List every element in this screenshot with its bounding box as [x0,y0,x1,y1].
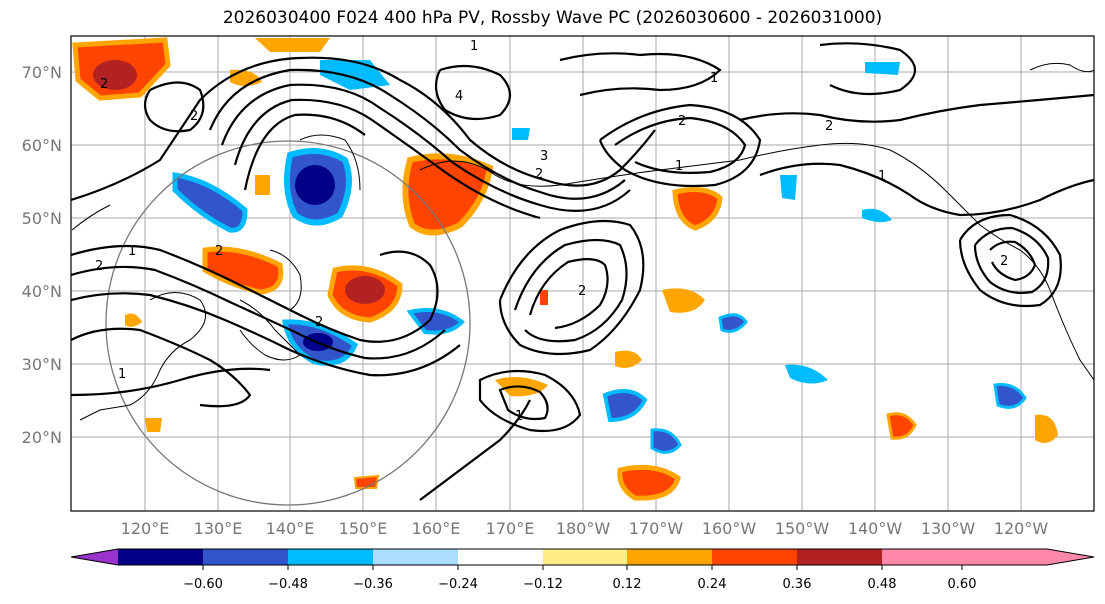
svg-text:2: 2 [190,109,198,124]
colorbar-extend-low [71,549,118,565]
svg-text:70°N: 70°N [22,63,62,82]
svg-text:2: 2 [578,284,586,299]
svg-text:120°W: 120°W [994,519,1049,538]
svg-text:170°W: 170°W [629,519,684,538]
svg-text:60°N: 60°N [22,136,62,155]
colorbar-tick-label: −0.48 [268,577,308,592]
colorbar: −0.60 −0.48 −0.36 −0.24 −0.12 0.12 0.24 … [70,548,1095,592]
colorbar-segment [882,549,962,565]
svg-text:1: 1 [118,367,126,382]
colorbar-tick-label: −0.60 [183,577,223,592]
colorbar-segment [543,549,627,565]
colorbar-extend-high [962,549,1094,565]
coastlines [71,62,1094,421]
svg-text:150°W: 150°W [775,519,830,538]
pv-contours [71,42,1094,501]
svg-text:130°W: 130°W [921,519,976,538]
svg-text:180°W: 180°W [556,519,611,538]
svg-text:2: 2 [535,167,543,182]
svg-text:2: 2 [825,119,833,134]
colorbar-segment [797,549,882,565]
svg-text:4: 4 [455,89,463,104]
svg-text:1: 1 [515,409,523,424]
colorbar-tick-label: 0.60 [948,577,977,592]
pv-anomaly-fills [72,37,1058,501]
latitude-labels: 70°N 60°N 50°N 40°N 30°N 20°N [22,63,62,447]
colorbar-tick-label: 0.48 [868,577,897,592]
svg-text:1: 1 [878,169,886,184]
svg-text:1: 1 [470,39,478,54]
longitude-labels: 120°E 130°E 140°E 150°E 160°E 170°E 180°… [121,519,1049,538]
colorbar-segment [627,549,712,565]
svg-text:40°N: 40°N [22,282,62,301]
svg-text:130°E: 130°E [194,519,243,538]
svg-text:2: 2 [678,114,686,129]
colorbar-tick-label: −0.36 [353,577,393,592]
svg-text:50°N: 50°N [22,209,62,228]
svg-text:140°E: 140°E [266,519,315,538]
svg-text:2: 2 [1000,254,1008,269]
svg-text:3: 3 [540,149,548,164]
reference-circle [105,140,471,506]
svg-text:1: 1 [710,71,718,86]
svg-text:1: 1 [128,244,136,259]
colorbar-tick-label: −0.24 [438,577,478,592]
colorbar-segment [288,549,373,565]
svg-text:20°N: 20°N [22,428,62,447]
colorbar-tick-label: 0.24 [698,577,727,592]
colorbar-tick-label: 0.12 [613,577,642,592]
svg-text:160°W: 160°W [702,519,757,538]
svg-text:2: 2 [215,244,223,259]
svg-text:160°E: 160°E [412,519,461,538]
svg-text:2: 2 [95,259,103,274]
map-title: 2026030400 F024 400 hPa PV, Rossby Wave … [222,8,883,28]
svg-text:120°E: 120°E [121,519,170,538]
colorbar-tick-label: 0.36 [783,577,812,592]
contour-labels: 2 1 2 1 2 1 4 2 3 2 1 2 1 1 2 2 2 1 2 [95,39,1008,424]
svg-text:1: 1 [675,159,683,174]
colorbar-segment [712,549,797,565]
svg-text:140°W: 140°W [848,519,903,538]
colorbar-segment [118,549,203,565]
colorbar-tick-label: −0.12 [523,577,563,592]
map-frame [70,35,1095,512]
colorbar-segment [373,549,458,565]
colorbar-segment [458,549,543,565]
svg-text:2: 2 [315,315,323,330]
svg-text:170°E: 170°E [486,519,535,538]
svg-text:2: 2 [100,77,108,92]
colorbar-segment [203,549,288,565]
svg-text:30°N: 30°N [22,355,62,374]
svg-text:150°E: 150°E [339,519,388,538]
